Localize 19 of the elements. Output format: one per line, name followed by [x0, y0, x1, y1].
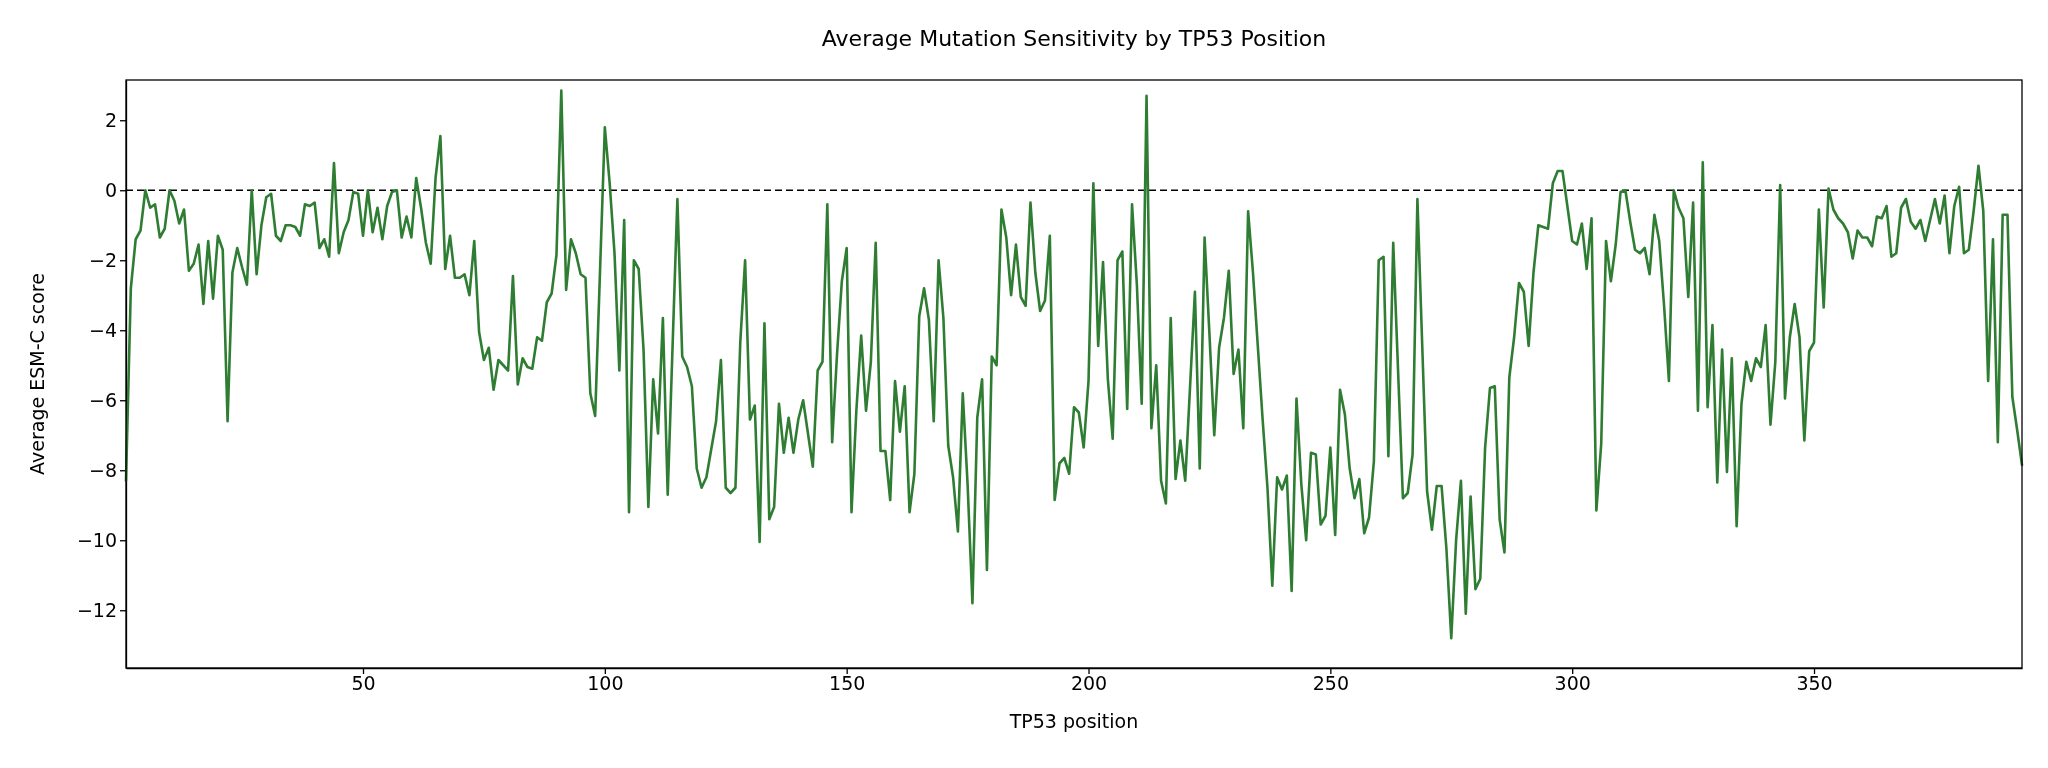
- x-tick-label: 350: [1796, 672, 1833, 695]
- line-series: [124, 89, 2024, 640]
- y-axis-title: Average ESM-C score: [26, 273, 48, 475]
- y-tick-label: −6: [88, 388, 117, 411]
- y-tick-label: −8: [88, 458, 117, 481]
- chart-title: Average Mutation Sensitivity by TP53 Position: [821, 26, 1327, 51]
- y-tick-label: −4: [88, 318, 117, 341]
- y-tick-label: −12: [76, 598, 117, 621]
- y-tick-label: −2: [88, 248, 117, 271]
- x-tick-label: 200: [1070, 672, 1108, 695]
- y-tick-label: −10: [76, 528, 117, 551]
- x-tick-label: 50: [351, 672, 376, 695]
- y-tick-label: 0: [104, 178, 117, 201]
- x-tick-label: 100: [587, 672, 624, 695]
- x-tick-label: 250: [1312, 672, 1349, 695]
- y-tick-label: 2: [104, 108, 117, 131]
- x-axis-title: TP53 position: [1008, 710, 1139, 732]
- x-tick-label: 300: [1554, 672, 1591, 695]
- x-tick-label: 150: [829, 672, 866, 695]
